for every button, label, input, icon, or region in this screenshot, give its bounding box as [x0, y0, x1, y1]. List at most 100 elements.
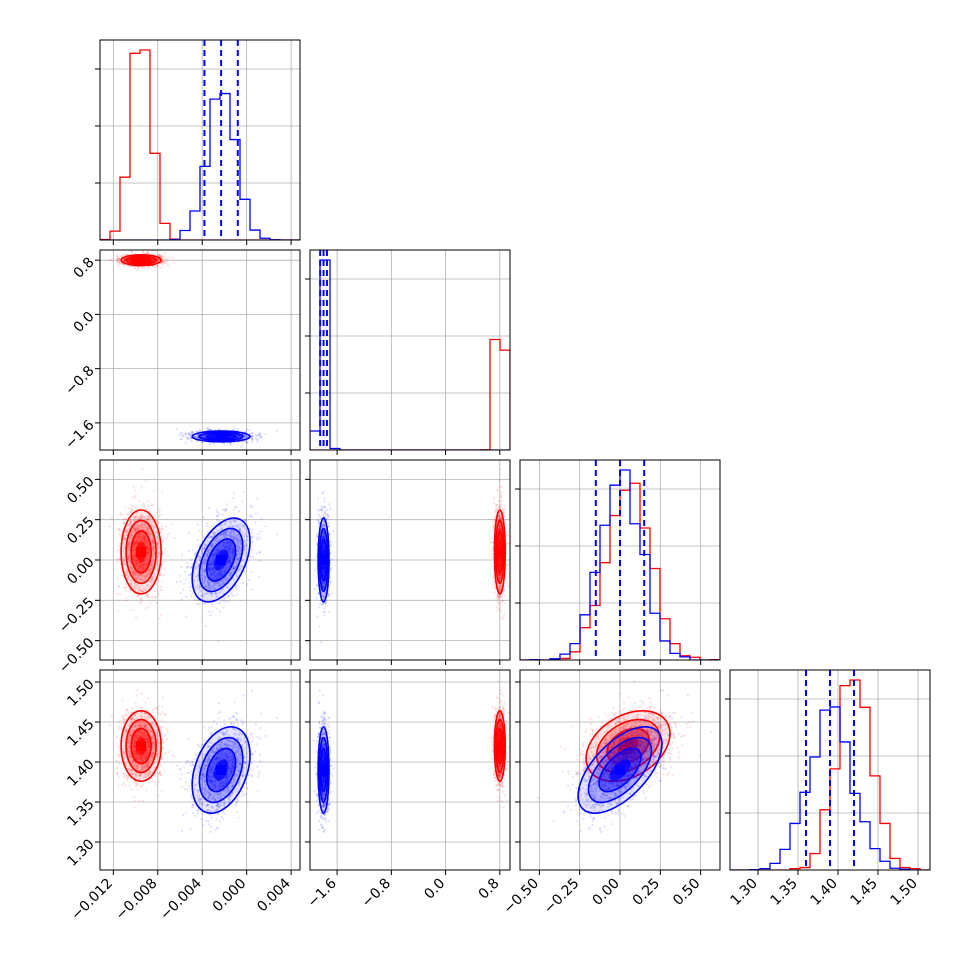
sample-point — [206, 522, 208, 524]
sample-point — [249, 515, 251, 517]
sample-point — [124, 583, 126, 585]
sample-point — [153, 266, 155, 268]
sample-point — [225, 600, 227, 602]
sample-point — [134, 497, 136, 499]
sample-point — [219, 611, 221, 613]
sample-point — [217, 641, 219, 643]
sample-point — [233, 509, 235, 511]
sample-point — [144, 608, 146, 610]
sample-point — [134, 267, 136, 269]
sample-point — [171, 523, 173, 525]
sample-point — [155, 596, 157, 598]
sample-point — [161, 528, 163, 530]
sample-point — [167, 264, 169, 266]
sample-point — [227, 600, 229, 602]
sample-point — [179, 575, 181, 577]
sample-point — [224, 597, 226, 599]
sample-point — [166, 538, 168, 540]
sample-point — [164, 258, 166, 260]
sample-point — [198, 603, 200, 605]
sample-point — [187, 562, 189, 564]
sample-point — [125, 590, 127, 592]
sample-point — [139, 500, 141, 502]
sample-point — [186, 566, 188, 568]
histogram-panel-1 — [95, 40, 300, 245]
density-peak — [216, 431, 226, 441]
sample-point — [191, 440, 193, 442]
sample-point — [118, 533, 120, 535]
sample-point — [246, 584, 248, 586]
histogram-step-line — [310, 340, 510, 450]
sample-point — [251, 516, 253, 518]
sample-point — [147, 594, 149, 596]
sample-point — [111, 259, 113, 261]
sample-point — [180, 432, 182, 434]
sample-point — [186, 436, 188, 438]
sample-point — [238, 510, 240, 512]
sample-point — [192, 431, 194, 433]
sample-point — [166, 260, 168, 262]
sample-point — [222, 606, 224, 608]
sample-point — [159, 618, 161, 620]
y-tick-label: 0.0 — [71, 309, 98, 336]
sample-point — [219, 601, 221, 603]
sample-point — [118, 263, 120, 265]
sample-point — [124, 506, 126, 508]
sample-point — [189, 436, 191, 438]
scatter-panel-2-1 — [95, 250, 300, 455]
sample-point — [141, 599, 143, 601]
sample-point — [155, 511, 157, 513]
scatter-panel-3-1 — [95, 460, 300, 665]
sample-point — [134, 489, 136, 491]
sample-point — [257, 536, 259, 538]
sample-point — [160, 255, 162, 257]
sample-point — [111, 518, 113, 520]
y-tick-label: 0.8 — [71, 255, 98, 282]
sample-point — [181, 554, 183, 556]
sample-point — [255, 434, 257, 436]
sample-point — [185, 615, 187, 617]
sample-point — [225, 509, 227, 511]
sample-point — [163, 574, 165, 576]
density-peak — [136, 255, 146, 265]
sample-point — [246, 428, 248, 430]
axes-frame — [100, 250, 300, 450]
panel-content — [100, 460, 300, 660]
sample-point — [259, 531, 261, 533]
sample-point — [240, 445, 242, 447]
sample-point — [141, 486, 143, 488]
sample-point — [276, 430, 278, 432]
sample-point — [143, 502, 145, 504]
sample-point — [176, 581, 178, 583]
sample-point — [197, 524, 199, 526]
sample-point — [154, 590, 156, 592]
sample-point — [151, 503, 153, 505]
sample-point — [185, 596, 187, 598]
sample-point — [211, 603, 213, 605]
sample-point — [222, 514, 224, 516]
sample-point — [160, 586, 162, 588]
sample-point — [251, 541, 253, 543]
sample-point — [116, 577, 118, 579]
sample-point — [145, 479, 147, 481]
sample-point — [152, 253, 154, 255]
sample-point — [121, 574, 123, 576]
sample-point — [188, 586, 190, 588]
sample-point — [207, 427, 209, 429]
sample-point — [236, 427, 238, 429]
sample-point — [131, 251, 133, 253]
sample-point — [131, 609, 133, 611]
sample-point — [206, 525, 208, 527]
sample-point — [164, 568, 166, 570]
sample-point — [125, 518, 127, 520]
sample-point — [159, 514, 161, 516]
sample-point — [216, 515, 218, 517]
sample-point — [190, 590, 192, 592]
sample-point — [161, 491, 163, 493]
sample-point — [168, 256, 170, 258]
sample-point — [118, 586, 120, 588]
sample-point — [163, 540, 165, 542]
sample-point — [164, 561, 166, 563]
sample-point — [163, 536, 165, 538]
sample-point — [260, 518, 262, 520]
